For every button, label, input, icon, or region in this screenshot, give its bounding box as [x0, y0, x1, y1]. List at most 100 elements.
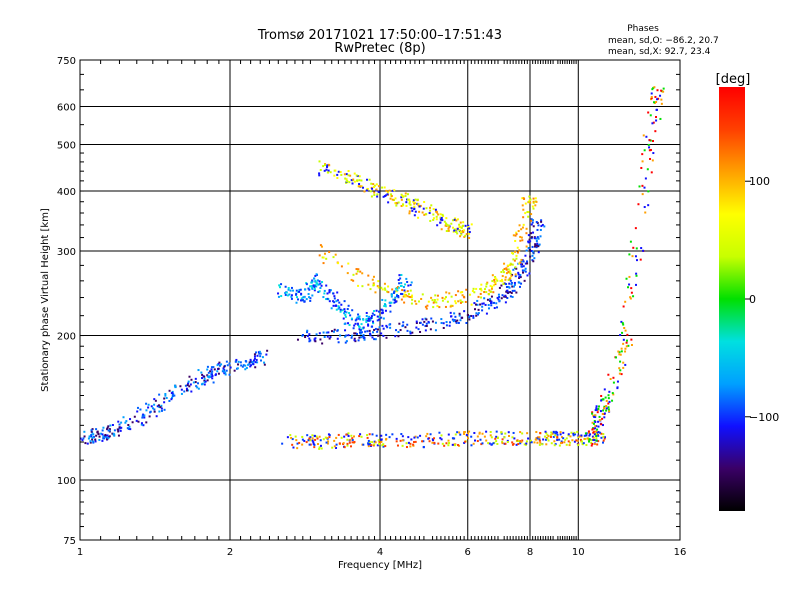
data-point — [455, 321, 458, 324]
data-point — [453, 444, 456, 447]
data-point — [591, 442, 594, 445]
data-point — [365, 189, 368, 192]
data-point — [624, 350, 627, 353]
data-point — [509, 270, 512, 273]
data-point — [350, 336, 353, 339]
data-point — [211, 377, 214, 380]
data-point — [328, 436, 331, 439]
data-point — [437, 213, 440, 216]
data-point — [507, 268, 510, 271]
data-point — [353, 435, 356, 438]
data-point — [107, 437, 110, 440]
data-point — [385, 189, 388, 192]
data-point — [470, 223, 473, 226]
data-point — [497, 298, 500, 301]
data-point — [210, 368, 213, 371]
data-point — [402, 324, 405, 327]
data-point — [514, 239, 517, 242]
data-point — [250, 361, 253, 364]
data-point — [414, 300, 417, 303]
data-point — [360, 185, 363, 188]
data-point — [420, 297, 423, 300]
data-point — [433, 437, 436, 440]
data-point — [480, 283, 483, 286]
data-point — [644, 177, 647, 180]
data-point — [529, 201, 532, 204]
data-point — [394, 197, 397, 200]
data-point — [597, 431, 600, 434]
data-point — [458, 223, 461, 226]
data-point — [160, 409, 163, 412]
data-point — [470, 435, 473, 438]
data-point — [393, 290, 396, 293]
data-point — [278, 284, 281, 287]
data-point — [511, 443, 514, 446]
data-point — [479, 288, 482, 291]
data-point — [180, 392, 183, 395]
data-point — [546, 437, 549, 440]
data-point — [305, 441, 308, 444]
data-point — [429, 433, 432, 436]
data-point — [366, 330, 369, 333]
data-point — [353, 339, 356, 342]
data-point — [485, 312, 488, 315]
data-point — [581, 443, 584, 446]
data-point — [360, 179, 363, 182]
data-point — [417, 300, 420, 303]
data-point — [605, 407, 608, 410]
data-point — [322, 296, 325, 299]
data-point — [369, 318, 372, 321]
x-tick-label: 1 — [77, 547, 83, 558]
data-point — [394, 287, 397, 290]
data-point — [372, 275, 375, 278]
data-point — [636, 259, 639, 262]
data-point — [356, 270, 359, 273]
data-point — [359, 185, 362, 188]
data-point — [334, 169, 337, 172]
data-point — [626, 333, 629, 336]
data-point — [528, 195, 531, 198]
data-point — [222, 367, 225, 370]
data-point — [427, 320, 430, 323]
data-point — [346, 272, 349, 275]
data-point — [538, 438, 541, 441]
data-point — [290, 294, 293, 297]
data-point — [531, 259, 534, 262]
data-point — [402, 295, 405, 298]
data-point — [149, 410, 152, 413]
data-point — [371, 331, 374, 334]
data-point — [155, 415, 158, 418]
data-point — [457, 300, 460, 303]
data-point — [500, 271, 503, 274]
data-point — [591, 412, 594, 415]
data-point — [556, 435, 559, 438]
data-point — [218, 364, 221, 367]
data-point — [466, 432, 469, 435]
data-point — [449, 305, 452, 308]
data-point — [455, 219, 458, 222]
data-point — [90, 435, 93, 438]
data-point — [260, 359, 263, 362]
data-point — [468, 231, 471, 234]
data-point — [505, 267, 508, 270]
data-point — [501, 438, 504, 441]
data-point — [320, 284, 323, 287]
data-point — [483, 297, 486, 300]
data-point — [450, 222, 453, 225]
data-point — [512, 268, 515, 271]
data-point — [300, 292, 303, 295]
data-point — [644, 211, 647, 214]
data-point — [314, 438, 317, 441]
data-point — [519, 235, 522, 238]
data-point — [625, 339, 628, 342]
data-point — [454, 315, 457, 318]
data-point — [347, 435, 350, 438]
data-point — [407, 441, 410, 444]
data-point — [401, 203, 404, 206]
data-point — [357, 339, 360, 342]
data-point — [464, 440, 467, 443]
data-point — [617, 350, 620, 353]
data-point — [289, 289, 292, 292]
data-point — [404, 295, 407, 298]
